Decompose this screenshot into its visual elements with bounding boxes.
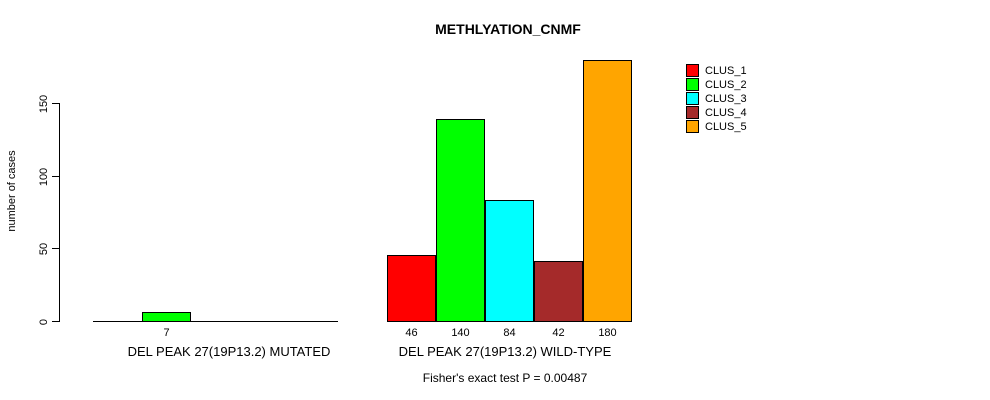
fisher-test-annotation: Fisher's exact test P = 0.00487 [422,371,588,385]
bar-value-label: 84 [503,327,516,339]
x-axis-baseline [93,321,338,322]
group-mutated: DEL PEAK 27(19P13.2) MUTATED 7 [93,0,338,400]
y-tick-mark [52,176,59,177]
y-tick-mark [52,321,59,322]
legend-label: CLUS_1 [705,64,747,77]
legend-item: CLUS_2 [686,78,747,91]
group-label-wildtype: DEL PEAK 27(19P13.2) WILD-TYPE [398,344,612,359]
y-tick-mark [52,248,59,249]
y-axis-line [59,103,60,322]
bar-value-label: 140 [451,327,470,339]
clus_2-swatch [686,78,699,91]
legend-item: CLUS_5 [686,120,747,133]
bar-clus_2 [142,312,191,322]
legend-label: CLUS_5 [705,120,747,133]
clus_1-swatch [686,64,699,77]
bar-clus_3 [485,200,534,322]
y-tick-label: 150 [38,94,50,113]
legend-item: CLUS_4 [686,106,747,119]
legend-label: CLUS_3 [705,92,747,105]
y-axis-title: number of cases [6,150,18,232]
legend-item: CLUS_1 [686,64,747,77]
bar-value-label: 7 [163,327,170,339]
legend-label: CLUS_2 [705,78,747,91]
bar-value-label: 42 [552,327,565,339]
bar-clus_5 [583,60,632,322]
group-label-mutated: DEL PEAK 27(19P13.2) MUTATED [127,344,331,359]
y-tick-label: 50 [38,242,50,255]
group-wildtype: DEL PEAK 27(19P13.2) WILD-TYPE 46 140 84 42… [387,0,632,400]
bar-clus_2 [436,119,485,322]
bar-value-label: 180 [598,327,617,339]
bar-clus_4 [534,261,583,322]
bar-value-label: 46 [405,327,418,339]
y-tick-label: 0 [38,318,50,325]
legend-label: CLUS_4 [705,106,747,119]
legend-item: CLUS_3 [686,92,747,105]
y-tick-mark [52,103,59,104]
clus_4-swatch [686,106,699,119]
chart-title: METHLYATION_CNMF [435,21,581,37]
legend: CLUS_1 CLUS_2 CLUS_3 CLUS_4 CLUS_5 [686,64,747,134]
clus_3-swatch [686,92,699,105]
bar-clus_1 [387,255,436,322]
clus_5-swatch [686,120,699,133]
y-tick-label: 100 [38,167,50,186]
